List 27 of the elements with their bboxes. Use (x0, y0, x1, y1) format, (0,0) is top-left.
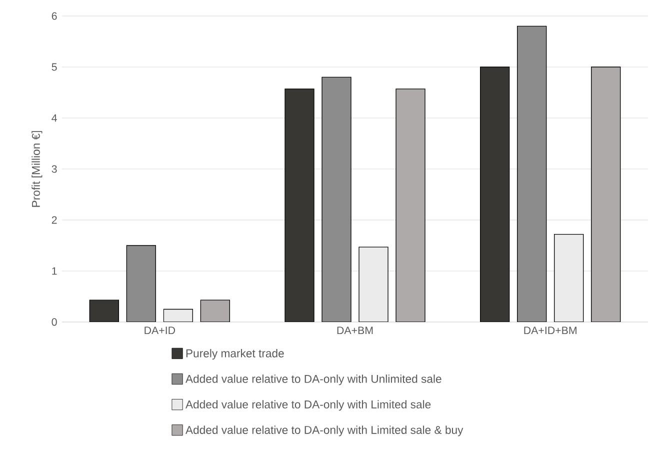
bar (89, 300, 120, 322)
bar (358, 246, 388, 322)
y-tick-label: 6 (52, 12, 57, 20)
bar (480, 66, 510, 322)
y-tick-label: 0 (52, 318, 57, 326)
legend-label: Added value relative to DA-only with Limited sale (186, 400, 431, 411)
y-tick-label: 3 (52, 165, 57, 173)
y-tick-label: 1 (52, 267, 57, 275)
bar (164, 309, 193, 322)
bar (591, 66, 621, 322)
x-tick-label: DA+ID (144, 326, 176, 334)
legend-label: Purely market trade (186, 349, 284, 360)
bar (554, 234, 584, 322)
bar (126, 245, 156, 322)
y-tick-label: 5 (52, 63, 57, 71)
y-tick-label: 4 (52, 114, 57, 122)
legend-label: Added value relative to DA-only with Limited sale & buy (186, 426, 464, 436)
y-tick-label: 2 (52, 216, 57, 224)
bar (200, 300, 230, 322)
y-axis-title: Profit [Million €] (32, 131, 42, 207)
x-tick-label: DA+ID+BM (524, 326, 576, 334)
bar (517, 26, 547, 322)
x-tick-label: DA+BM (337, 326, 373, 334)
bar (396, 88, 426, 322)
bar (322, 76, 352, 322)
legend-label: Added value relative to DA-only with Unlimited sale (186, 374, 442, 386)
bar (284, 88, 314, 322)
